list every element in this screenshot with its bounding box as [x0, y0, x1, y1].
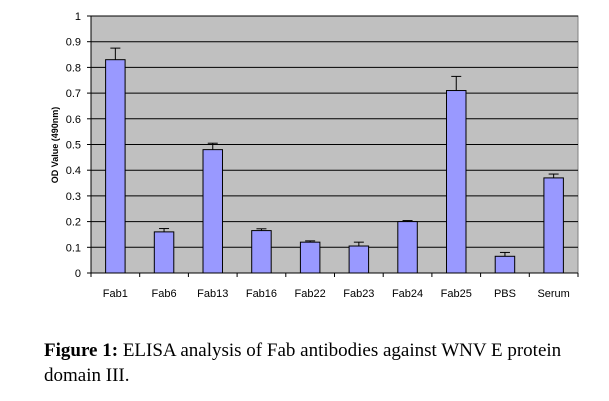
y-tick-label: 0.5 [66, 140, 81, 152]
y-tick-label: 0.7 [66, 88, 81, 100]
bar [494, 255, 516, 274]
bar [251, 230, 272, 274]
x-tick-label: Fab22 [295, 288, 326, 300]
y-axis-title: OD Value (490nm) [50, 107, 60, 184]
bar [348, 245, 370, 274]
y-tick-label: 0.2 [66, 217, 81, 229]
bar [153, 231, 175, 274]
x-tick-label: Fab24 [392, 288, 423, 300]
bar-series [105, 47, 564, 274]
bar [299, 241, 321, 274]
caption-label: Figure 1: [44, 340, 119, 361]
y-tick-label: 0.4 [66, 165, 81, 177]
y-tick-label: 0.8 [66, 62, 81, 74]
x-tick-label: Fab16 [246, 288, 277, 300]
caption-text: ELISA analysis of Fab antibodies against… [44, 340, 562, 386]
y-tick-label: 0 [75, 268, 81, 280]
x-tick-label: Fab1 [103, 288, 128, 300]
y-tick-label: 0.3 [66, 191, 81, 203]
bar-chart: 00.10.20.30.40.50.60.70.80.91 Fab1 Fab6 Fa… [50, 11, 579, 300]
y-tick-label: 0.9 [66, 37, 81, 49]
x-tick-label: Serum [537, 288, 569, 300]
x-tick-label: Fab25 [441, 288, 472, 300]
x-tick-label: Fab13 [197, 288, 228, 300]
figure-caption: Figure 1: ELISA analysis of Fab antibodi… [44, 338, 604, 388]
y-axis: 0 0.1 0.2 0.3 0.4 0.5 0.6 0.7 0.8 0.9 1 [66, 11, 92, 280]
bar [397, 221, 418, 274]
bar [202, 149, 223, 274]
bar [105, 59, 126, 274]
x-axis: Fab1 Fab6 Fab13 Fab16 Fab22 Fab23 Fab24 Fab25 PB… [90, 272, 579, 300]
bar [543, 177, 564, 274]
x-tick-label: Fab23 [343, 288, 374, 300]
y-tick-label: 1 [75, 11, 81, 23]
y-tick-label: 0.6 [66, 114, 81, 126]
x-tick-label: PBS [494, 288, 516, 300]
x-tick-label: Fab6 [152, 288, 177, 300]
bar [446, 90, 467, 274]
y-tick-label: 0.1 [66, 242, 81, 254]
